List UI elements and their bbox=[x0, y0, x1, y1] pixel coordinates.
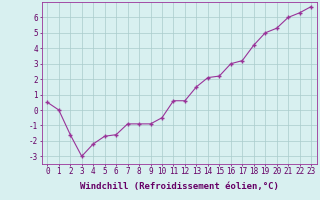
X-axis label: Windchill (Refroidissement éolien,°C): Windchill (Refroidissement éolien,°C) bbox=[80, 182, 279, 191]
